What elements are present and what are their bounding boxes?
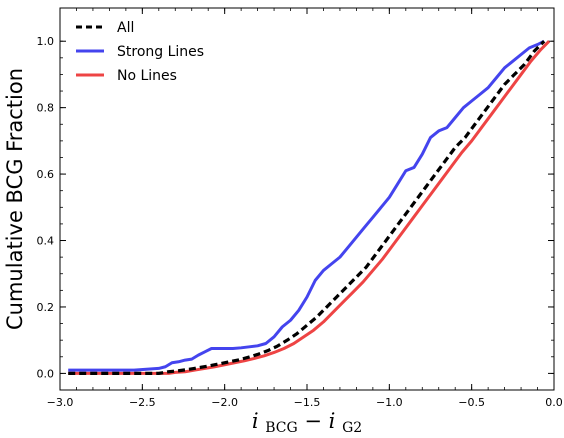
y-tick-label: 0.4 — [37, 235, 55, 248]
x-axis-title-minus: − — [304, 409, 328, 433]
x-axis-title-sub2: G2 — [342, 420, 362, 436]
y-tick-label: 0.6 — [37, 168, 55, 181]
x-tick-label: −2.5 — [129, 396, 156, 409]
x-tick-label: 0.0 — [545, 396, 563, 409]
y-tick-label: 0.8 — [37, 102, 55, 115]
legend-label: All — [117, 20, 134, 36]
y-axis-title: Cumulative BCG Fraction — [3, 68, 27, 330]
y-tick-label: 1.0 — [37, 35, 55, 48]
x-tick-label: −1.0 — [376, 396, 403, 409]
y-tick-label: 0.2 — [37, 301, 55, 314]
plot-frame — [59, 7, 555, 391]
series-line-no-lines — [68, 40, 551, 375]
x-tick-label: −0.5 — [458, 396, 485, 409]
x-tick-label: −1.5 — [294, 396, 321, 409]
x-tick-label: −3.0 — [47, 396, 74, 409]
x-axis-title-var1: i — [252, 409, 259, 433]
x-axis-title: i BCG − i G2 — [252, 409, 362, 437]
x-axis-title-sub1: BCG — [265, 420, 297, 436]
x-tick-label: −2.0 — [211, 396, 238, 409]
legend: All Strong Lines No Lines — [76, 20, 204, 84]
legend-label: Strong Lines — [117, 44, 204, 60]
x-axis-title-var2: i — [329, 409, 336, 433]
series-line-all — [68, 40, 546, 375]
y-tick-label: 0.0 — [37, 367, 55, 380]
series-line-strong-lines — [68, 39, 545, 372]
legend-label: No Lines — [117, 68, 177, 84]
